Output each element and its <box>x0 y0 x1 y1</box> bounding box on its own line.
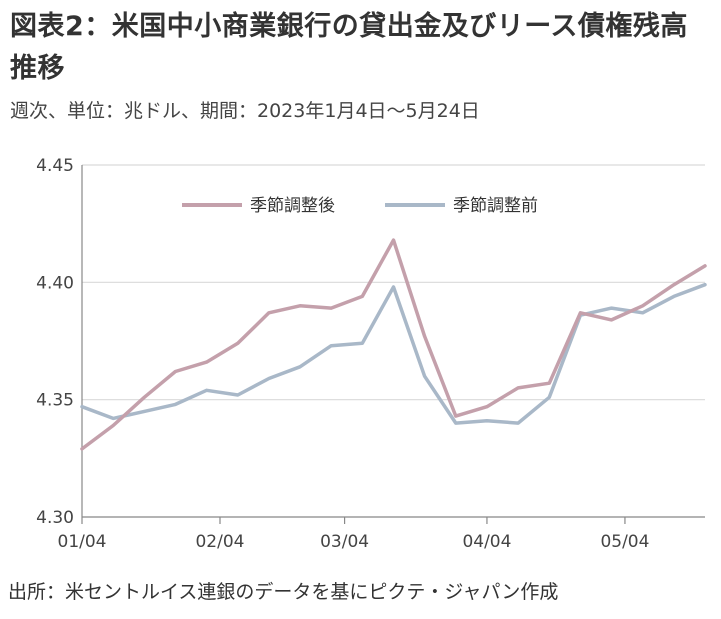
legend-item-unadjusted: 季節調整前 <box>385 196 538 216</box>
series-line-unadjusted <box>80 282 707 425</box>
x-tick-label: 04/04 <box>462 532 511 552</box>
x-tick-label: 03/04 <box>320 532 369 552</box>
y-axis: 4.30 4.35 4.40 4.45 <box>36 156 83 528</box>
x-tick-label: 02/04 <box>195 532 244 552</box>
legend-item-adjusted: 季節調整後 <box>182 196 335 216</box>
x-tick-label: 01/04 <box>58 532 107 552</box>
line-chart: 4.30 4.35 4.40 4.45 01/04 02/04 03/04 04/04 05/… <box>36 156 707 552</box>
series-line-adjusted <box>80 238 707 451</box>
x-axis: 01/04 02/04 03/04 04/04 05/04 <box>58 516 705 552</box>
x-tick-label: 05/04 <box>600 532 649 552</box>
source-note: 出所：米セントルイス連銀のデータを基にピクテ・ジャパン作成 <box>8 581 559 603</box>
legend-label: 季節調整後 <box>250 196 335 216</box>
legend: 季節調整後 季節調整前 <box>182 196 538 216</box>
y-tick-label: 4.30 <box>36 508 74 528</box>
y-tick-label: 4.40 <box>36 273 74 293</box>
y-tick-label: 4.45 <box>36 156 74 176</box>
legend-label: 季節調整前 <box>453 196 538 216</box>
y-tick-label: 4.35 <box>36 391 74 411</box>
chart-title: 図表2：米国中小商業銀行の貸出金及びリース債権残高推移 <box>10 11 688 84</box>
series-lines <box>80 238 707 451</box>
grid-lines <box>82 164 705 401</box>
chart-subtitle: 週次、単位：兆ドル、期間：2023年1月4日～5月24日 <box>10 100 480 122</box>
